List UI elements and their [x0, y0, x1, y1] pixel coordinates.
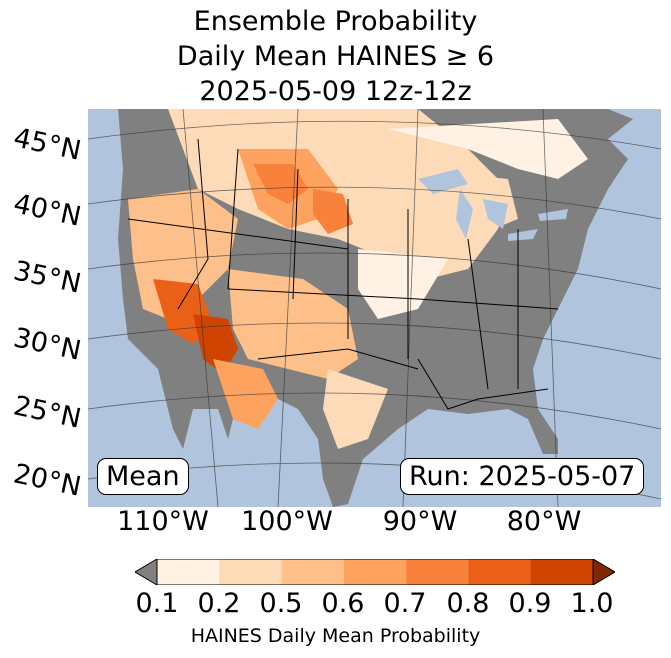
lat-label-30: 30°N: [10, 322, 84, 367]
title-line-1: Ensemble Probability: [193, 6, 478, 37]
colorbar-bin: [468, 559, 532, 585]
colorbar-tick: 0.2: [197, 588, 241, 619]
colorbar-label: HAINES Daily Mean Probability: [190, 625, 481, 647]
lat-label-45: 45°N: [10, 122, 84, 167]
lat-label-20: 20°N: [10, 458, 84, 503]
lat-label-25: 25°N: [10, 390, 84, 435]
colorbar-bin: [530, 559, 594, 585]
colorbar-under-arrow: [135, 559, 158, 585]
lat-label-40: 40°N: [10, 188, 84, 233]
colorbar-over-arrow: [592, 559, 615, 585]
colorbar-tick: 0.7: [383, 588, 427, 619]
colorbar-tick: 0.1: [135, 588, 179, 619]
probability-shading: [128, 109, 588, 449]
colorbar-bin: [281, 559, 345, 585]
title-line-2: Daily Mean HAINES ≥ 6: [176, 41, 495, 72]
mean-label: Mean: [97, 458, 189, 495]
lon-label-100: 100°W: [241, 506, 333, 537]
lon-label-110: 110°W: [117, 506, 209, 537]
run-date-label: Run: 2025-05-07: [400, 458, 645, 495]
colorbar-tick: 0.6: [321, 588, 365, 619]
lon-label-90: 90°W: [382, 506, 458, 537]
colorbar-bin: [219, 559, 283, 585]
state-borders: [127, 138, 559, 410]
colorbar-bin: [157, 559, 220, 585]
colorbar-tick: 0.5: [259, 588, 303, 619]
colorbar-bin: [406, 559, 469, 585]
colorbar: [135, 559, 615, 585]
colorbar-tick: 1.0: [570, 588, 614, 619]
graticule: [88, 109, 661, 507]
colorbar-tick: 0.8: [446, 588, 490, 619]
probability-map: [88, 109, 661, 507]
lon-label-80: 80°W: [506, 506, 582, 537]
title-line-3: 2025-05-09 12z-12z: [199, 76, 472, 107]
colorbar-tick: 0.9: [508, 588, 552, 619]
great-lakes: [418, 169, 568, 241]
colorbar-bin: [343, 559, 407, 585]
lat-label-35: 35°N: [10, 255, 84, 300]
